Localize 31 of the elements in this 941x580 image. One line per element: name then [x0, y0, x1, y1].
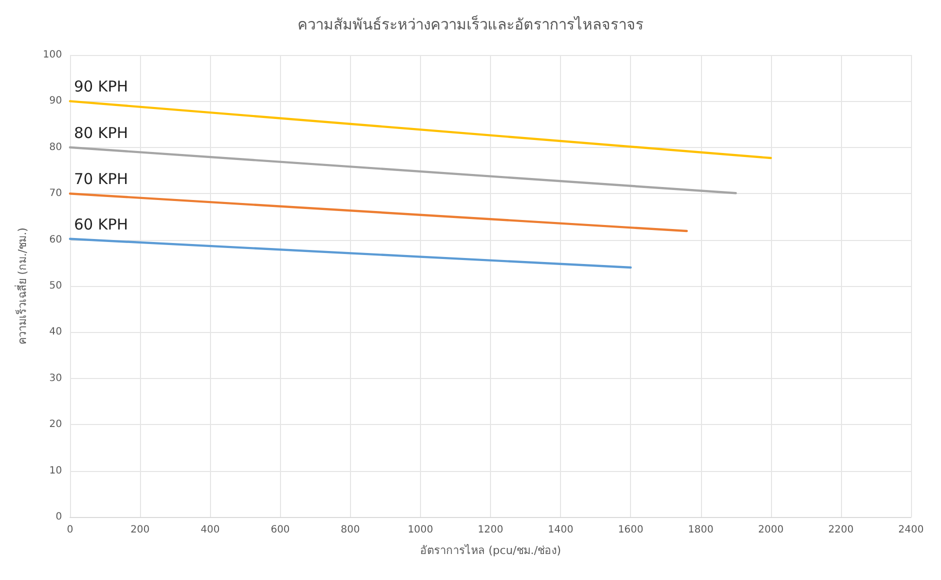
x-tick-label: 800	[340, 524, 360, 536]
x-tick-label: 2200	[828, 524, 854, 536]
y-tick-label: 20	[49, 419, 62, 430]
y-axis-title: ความเร็วเฉลี่ย (กม./ชม.)	[14, 228, 29, 344]
y-tick-label: 30	[49, 372, 62, 384]
series-label: 60 KPH	[74, 215, 128, 234]
x-tick-label: 600	[270, 524, 290, 536]
y-tick-label: 100	[42, 50, 62, 60]
y-tick-label: 10	[49, 465, 62, 476]
series-label: 90 KPH	[74, 78, 128, 96]
y-tick-label: 50	[49, 280, 62, 292]
x-tick-label: 2400	[898, 524, 924, 536]
x-tick-label: 1600	[618, 524, 644, 536]
series-label: 80 KPH	[74, 124, 128, 142]
x-tick-label: 0	[66, 524, 74, 536]
x-tick-label: 1800	[688, 524, 714, 536]
x-tick-label: 1000	[408, 524, 434, 536]
y-tick-label: 80	[49, 142, 62, 153]
x-axis-title: อัตราการไหล (pcu/ชม./ช่อง)	[420, 544, 561, 557]
y-tick-label: 0	[56, 512, 62, 522]
y-tick-label: 40	[49, 326, 62, 338]
x-tick-label: 200	[130, 524, 150, 536]
x-tick-label: 1200	[478, 524, 504, 536]
x-tick-label: 2000	[758, 524, 784, 536]
y-tick-label: 60	[49, 234, 62, 246]
y-tick-label: 90	[49, 96, 62, 107]
chart-title: ความสัมพันธ์ระหว่างความเร็วและอัตราการไหลจราจร	[298, 14, 644, 34]
y-tick-label: 70	[49, 188, 62, 200]
series-label: 70 KPH	[74, 170, 128, 188]
x-tick-label: 400	[200, 524, 220, 536]
x-tick-label: 1400	[548, 524, 574, 536]
